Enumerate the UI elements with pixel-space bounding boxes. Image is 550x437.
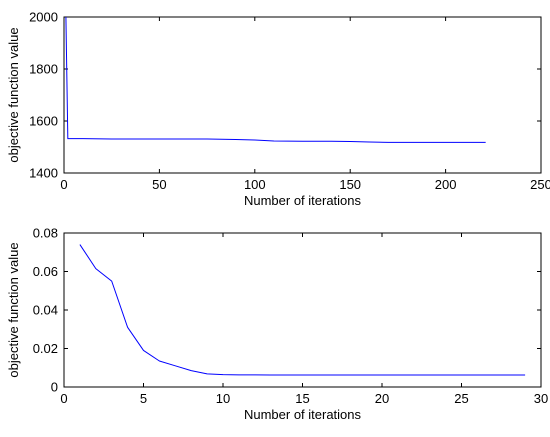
top-chart: 0 50 100 150 200 250 1400 1600 1800 2000 Number … xyxy=(6,10,550,209)
top-y-axis-label: objective function value xyxy=(6,27,21,162)
bottom-x-axis: 0 5 10 15 20 25 30 xyxy=(60,233,548,406)
top-x-axis: 0 50 100 150 200 250 xyxy=(60,17,550,192)
top-y-tick-label: 2000 xyxy=(29,10,58,25)
bottom-series-line xyxy=(79,244,526,376)
bottom-x-tick-label: 0 xyxy=(60,391,67,406)
top-series xyxy=(65,16,486,143)
top-y-tick-label: 1400 xyxy=(29,166,58,181)
bottom-y-axis-label: objective function value xyxy=(6,242,21,377)
bottom-x-tick-label: 25 xyxy=(454,391,468,406)
bottom-y-tick-label: 0.06 xyxy=(33,264,58,279)
bottom-y-tick-label: 0.02 xyxy=(33,341,58,356)
bottom-x-tick-label: 10 xyxy=(216,391,230,406)
top-y-tick-label: 1600 xyxy=(29,114,58,129)
top-y-axis: 1400 1600 1800 2000 xyxy=(29,10,541,181)
bottom-series xyxy=(79,244,526,376)
bottom-plot-frame xyxy=(63,232,542,388)
top-x-tick-label: 150 xyxy=(339,177,361,192)
top-x-tick-label: 100 xyxy=(244,177,266,192)
bottom-x-tick-label: 5 xyxy=(140,391,147,406)
bottom-x-axis-label: Number of iterations xyxy=(244,407,362,422)
top-x-axis-label: Number of iterations xyxy=(244,193,362,208)
top-y-tick-label: 1800 xyxy=(29,62,58,77)
bottom-chart: 0 5 10 15 20 25 30 0 0.02 0.04 0.06 0.08 Number of… xyxy=(6,226,548,423)
top-x-tick-label: 200 xyxy=(435,177,457,192)
top-series-line xyxy=(65,16,486,143)
bottom-x-tick-label: 15 xyxy=(295,391,309,406)
bottom-x-tick-label: 30 xyxy=(534,391,548,406)
top-x-tick-label: 250 xyxy=(530,177,550,192)
bottom-y-tick-label: 0.08 xyxy=(33,226,58,241)
bottom-y-tick-label: 0.04 xyxy=(33,303,58,318)
bottom-y-tick-label: 0 xyxy=(51,380,58,395)
top-x-tick-label: 50 xyxy=(152,177,166,192)
top-x-tick-label: 0 xyxy=(60,177,67,192)
bottom-x-tick-label: 20 xyxy=(375,391,389,406)
top-plot-frame xyxy=(63,16,542,174)
bottom-y-axis: 0 0.02 0.04 0.06 0.08 xyxy=(33,226,541,395)
